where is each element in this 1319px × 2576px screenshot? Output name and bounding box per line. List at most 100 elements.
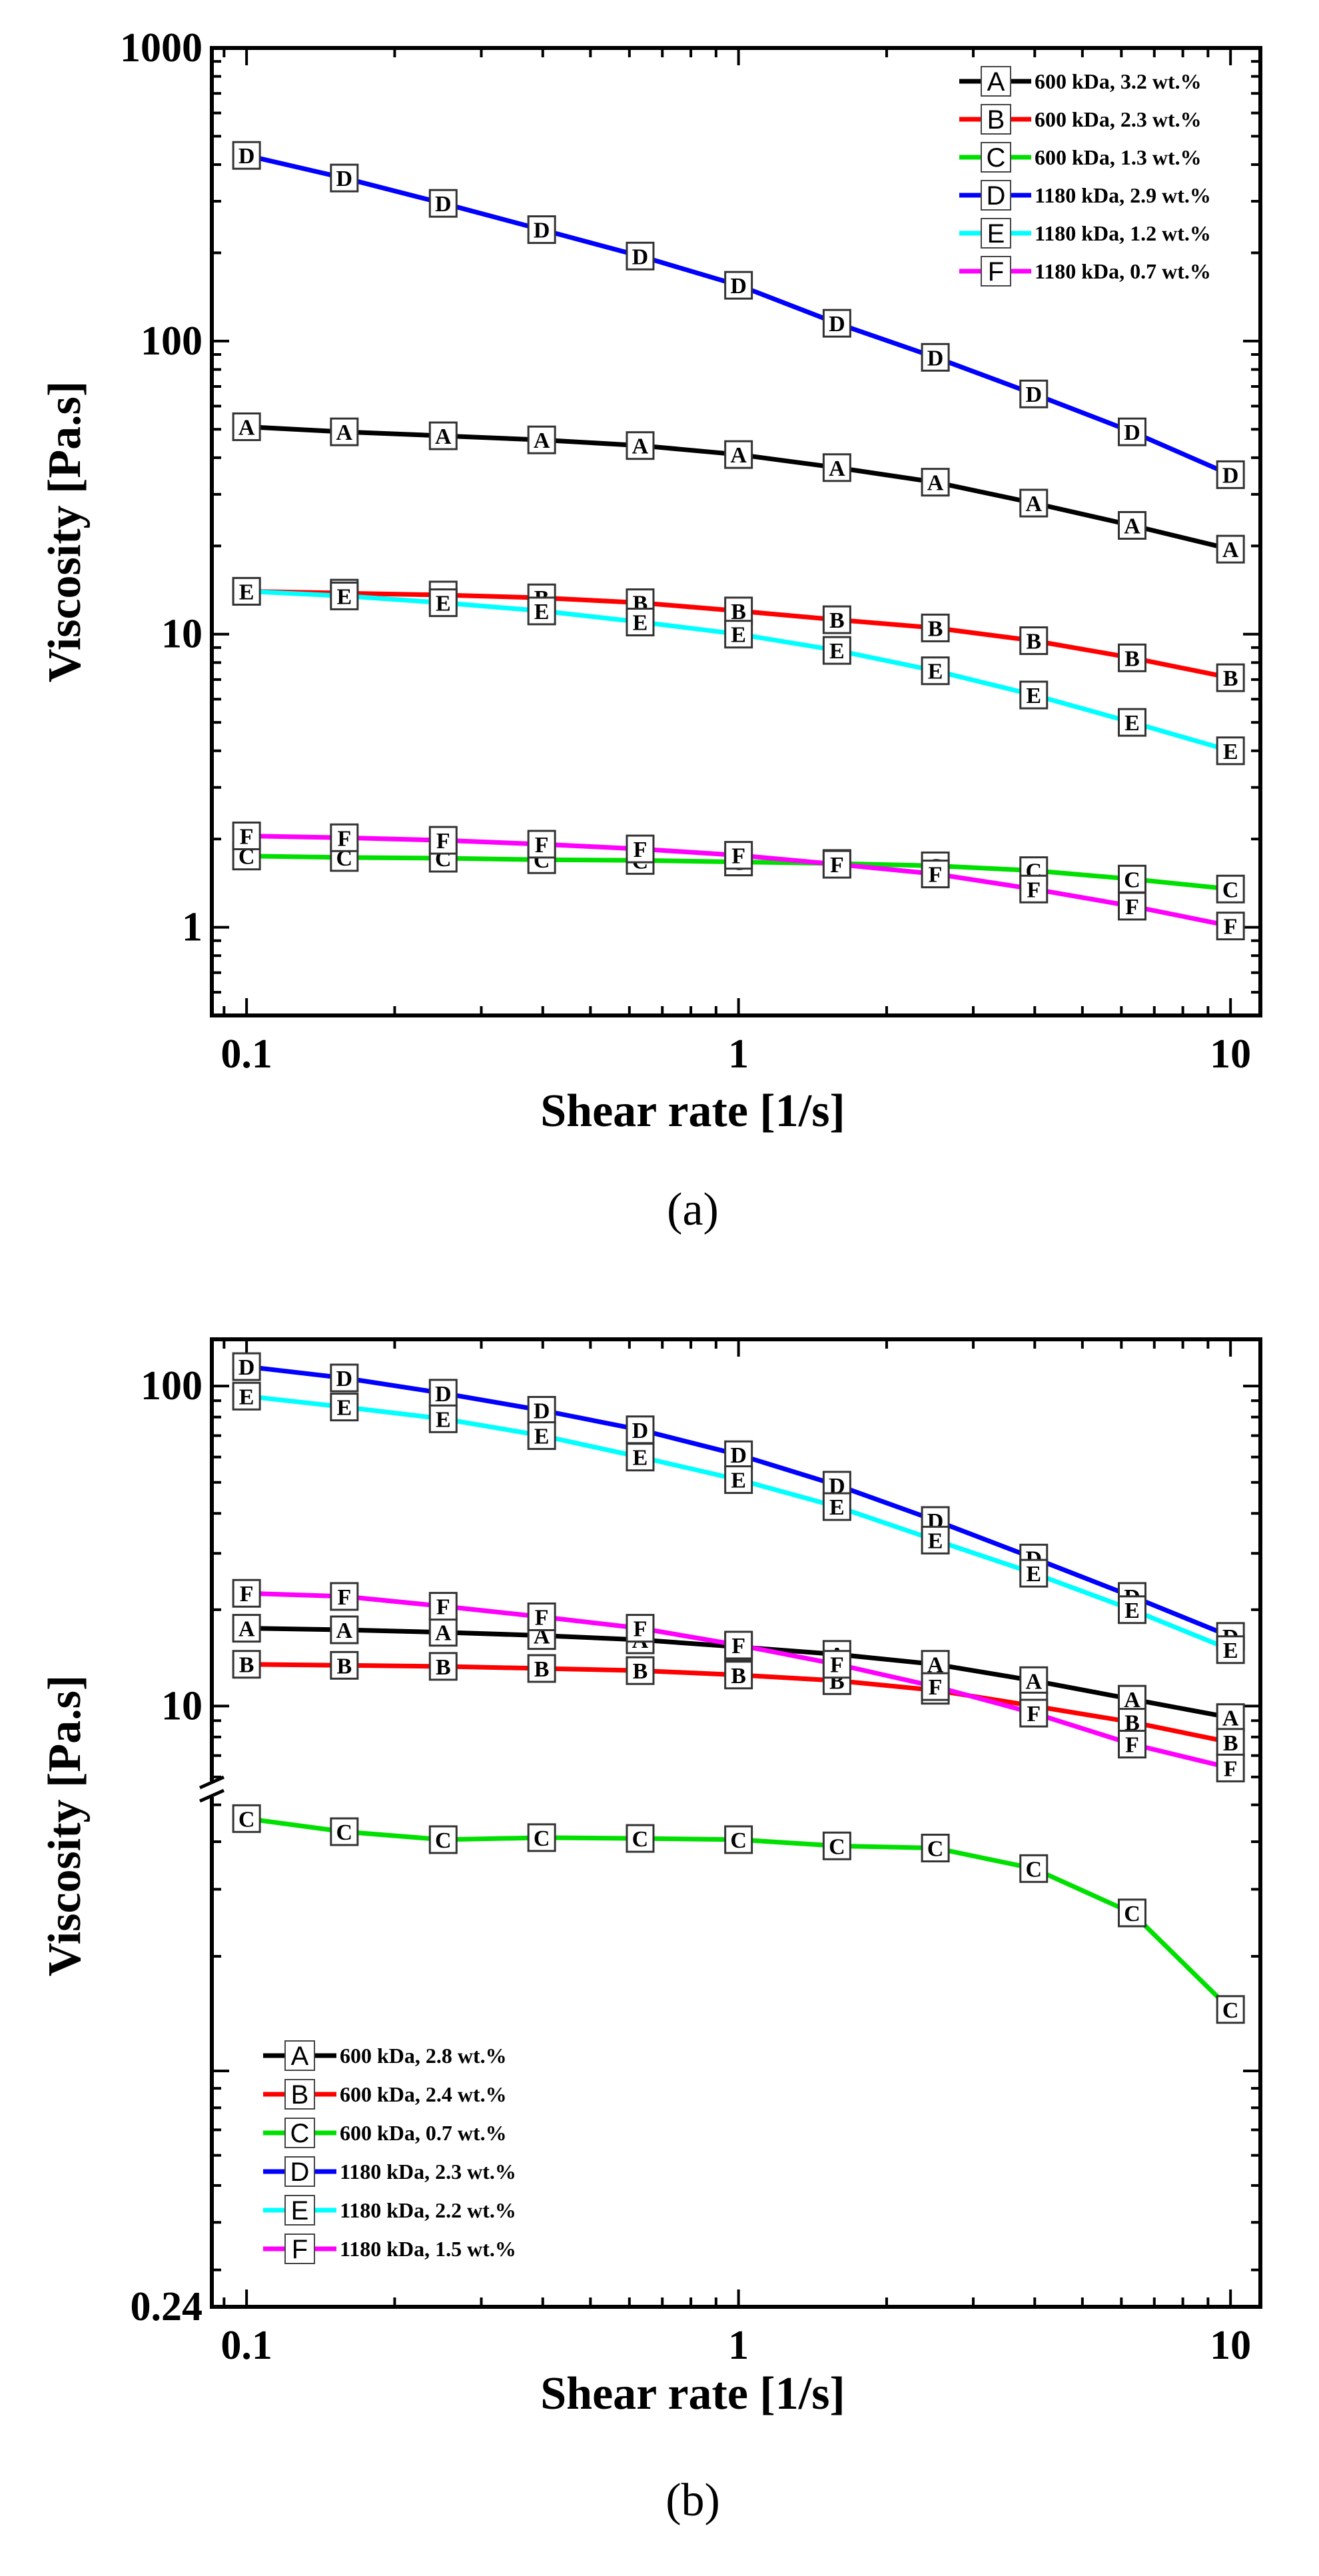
data-point-marker — [1019, 1666, 1049, 1695]
figure-caption: (b) — [665, 2475, 720, 2526]
legend-marker — [284, 2118, 315, 2148]
legend-marker — [981, 256, 1011, 287]
data-point-label: E — [1223, 740, 1238, 764]
data-point-marker — [1019, 488, 1049, 518]
data-point: D — [527, 215, 556, 245]
data-point: C — [232, 1804, 261, 1833]
x-axis-title: Shear rate [1/s] — [540, 1085, 845, 1137]
data-point: B — [1019, 626, 1049, 656]
data-point: F — [626, 1614, 655, 1643]
data-point-label: C — [435, 1828, 452, 1853]
legend-item-E: E 1180 kDa, 2.2 wt.% — [263, 2195, 516, 2226]
data-point-marker — [527, 1654, 556, 1683]
data-point: E — [428, 588, 458, 618]
data-point-label: F — [337, 1585, 351, 1610]
data-point: B — [1117, 643, 1146, 672]
data-point: C — [822, 1831, 851, 1860]
data-point-label: A — [435, 424, 452, 449]
series-C: C C C C C C C C C C C — [232, 1804, 1245, 2024]
data-point-label: A — [1222, 538, 1239, 562]
data-point: E — [724, 1465, 753, 1495]
data-point: E — [724, 620, 753, 649]
data-point-marker — [724, 271, 753, 300]
legend-label: 600 kDa, 0.7 wt.% — [340, 2121, 507, 2145]
data-point-marker — [724, 1465, 753, 1495]
data-point-label: A — [829, 456, 845, 481]
data-point-label: E — [534, 1425, 550, 1449]
legend-marker — [284, 2040, 315, 2071]
y-axis-ticks — [212, 1385, 1260, 2271]
data-point: A — [921, 468, 950, 497]
data-point: C — [330, 1817, 359, 1846]
legend-marker — [981, 218, 1011, 249]
data-point: B — [921, 613, 950, 642]
data-point: E — [822, 636, 851, 665]
data-point-label: B — [239, 1653, 254, 1678]
data-point-marker — [921, 1833, 950, 1862]
legend-marker-label: C — [987, 143, 1006, 173]
series-B: BBBBBBBBBBB — [232, 1650, 1245, 1757]
data-point-label: D — [1222, 463, 1239, 488]
data-point-marker — [232, 576, 261, 606]
data-point: D — [1216, 460, 1245, 489]
data-point-label: C — [534, 1826, 550, 1851]
data-point-label: E — [239, 580, 254, 604]
data-point: C — [626, 1824, 655, 1853]
legend-label: 600 kDa, 3.2 wt.% — [1035, 69, 1202, 93]
plot-frame — [210, 1337, 1262, 2309]
data-point-label: F — [731, 844, 745, 869]
data-point: A — [232, 412, 261, 441]
data-point-marker — [822, 453, 851, 482]
data-point-marker — [921, 1672, 950, 1701]
data-point: E — [626, 608, 655, 637]
data-point-marker — [1216, 1703, 1245, 1732]
data-point: A — [527, 425, 556, 454]
data-point: C — [428, 1825, 458, 1854]
data-point-marker — [330, 1650, 359, 1680]
data-point-label: D — [730, 274, 747, 299]
legend-label: 600 kDa, 2.4 wt.% — [340, 2082, 507, 2106]
data-point-marker — [232, 412, 261, 441]
data-point-label: A — [1222, 1706, 1239, 1731]
legend-marker — [981, 142, 1011, 173]
data-point: D — [724, 1440, 753, 1469]
data-point-marker — [232, 1614, 261, 1643]
data-point: E — [428, 1404, 458, 1433]
x-tick-label: 0.1 — [220, 2323, 272, 2368]
data-point-marker — [1117, 511, 1146, 540]
legend-item-A: A 600 kDa, 2.8 wt.% — [263, 2040, 507, 2071]
data-point: C — [1117, 1898, 1146, 1928]
data-point: E — [1019, 1559, 1049, 1588]
data-point-marker — [232, 1381, 261, 1411]
legend-label: 600 kDa, 2.8 wt.% — [340, 2044, 507, 2068]
data-point-marker — [330, 1393, 359, 1422]
data-point-marker — [626, 608, 655, 637]
data-point-marker — [1216, 663, 1245, 692]
data-point-marker — [724, 1440, 753, 1469]
data-point-label: D — [1124, 420, 1140, 445]
data-point-label: D — [238, 1355, 255, 1380]
data-point-label: B — [336, 1654, 352, 1678]
legend-marker-label: D — [987, 181, 1006, 211]
data-point: C — [1216, 874, 1245, 904]
data-point: D — [232, 141, 261, 170]
data-point: B — [822, 605, 851, 634]
data-point: F — [330, 823, 359, 852]
data-point-marker — [330, 1615, 359, 1644]
legend-item-F: F 1180 kDa, 0.7 wt.% — [959, 256, 1211, 287]
data-point-label: E — [928, 1529, 943, 1553]
legend-item-B: B 600 kDa, 2.3 wt.% — [959, 104, 1202, 135]
legend-marker-label: C — [290, 2119, 310, 2148]
data-point: B — [626, 1656, 655, 1685]
data-point-label: A — [238, 1617, 255, 1642]
data-point-marker — [330, 1582, 359, 1611]
data-point: B — [527, 1654, 556, 1683]
data-point-label: E — [829, 639, 845, 664]
data-point-label: F — [337, 826, 351, 851]
data-point-marker — [626, 431, 655, 460]
data-point: B — [1216, 663, 1245, 692]
data-point-marker — [921, 1525, 950, 1555]
data-point-label: E — [436, 1407, 451, 1432]
data-point-label: C — [1124, 868, 1140, 892]
data-point-marker — [1216, 1635, 1245, 1664]
